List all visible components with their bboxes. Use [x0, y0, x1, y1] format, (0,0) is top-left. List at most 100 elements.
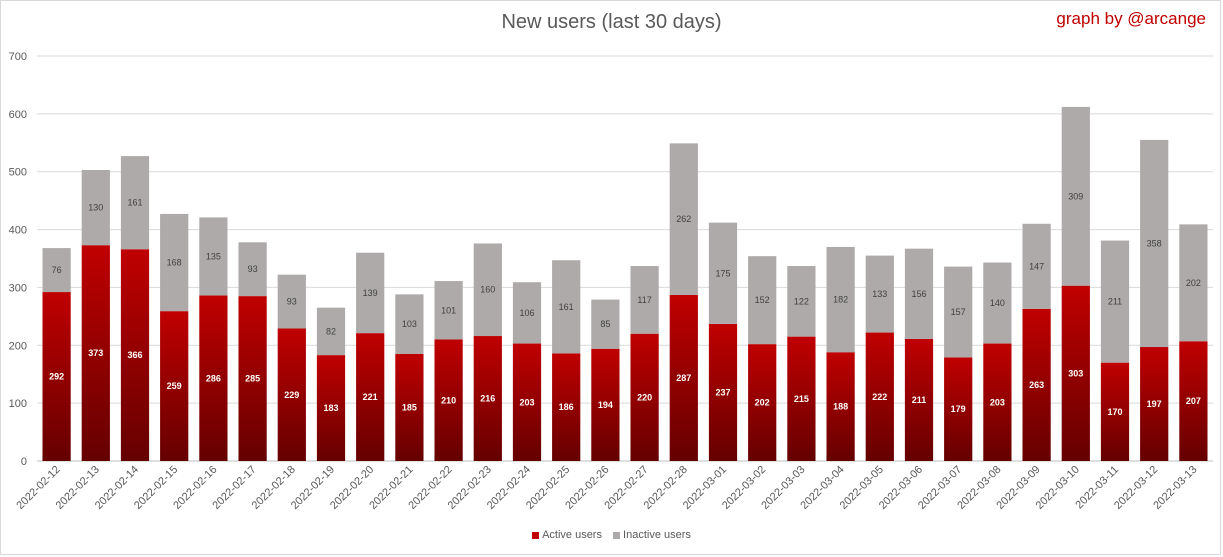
y-tick-label: 500 — [9, 167, 27, 179]
data-label-active: 263 — [1029, 380, 1044, 390]
data-label-active: 183 — [323, 403, 338, 413]
bar-active — [42, 292, 71, 461]
bar-inactive — [904, 248, 934, 339]
bar-inactive — [1179, 224, 1208, 342]
data-label-inactive: 157 — [951, 307, 966, 317]
data-label-inactive: 161 — [127, 198, 142, 208]
bar-active — [944, 357, 973, 461]
data-label-active: 303 — [1068, 368, 1083, 378]
bar-active — [1100, 362, 1130, 461]
bar-inactive — [944, 266, 973, 358]
bar-inactive — [120, 156, 150, 250]
data-label-inactive: 358 — [1147, 238, 1162, 248]
bar-active — [826, 352, 855, 461]
bar-inactive — [277, 274, 306, 329]
data-label-inactive: 133 — [872, 289, 887, 299]
y-tick-label: 200 — [9, 340, 27, 352]
legend-label-inactive: Inactive users — [623, 529, 691, 541]
bar-active — [630, 333, 659, 461]
y-tick-label: 0 — [21, 456, 27, 468]
bar-inactive — [826, 246, 855, 353]
data-label-inactive: 106 — [519, 308, 534, 318]
data-label-inactive: 140 — [990, 298, 1005, 308]
data-label-active: 203 — [990, 397, 1005, 407]
bar-active — [1140, 347, 1169, 461]
legend-swatch-inactive — [613, 531, 621, 539]
legend: Active users Inactive users — [0, 529, 1223, 542]
data-label-inactive: 93 — [248, 264, 258, 274]
bar-inactive — [591, 299, 620, 349]
bar-inactive — [1140, 139, 1169, 348]
data-label-inactive: 130 — [88, 203, 103, 213]
bar-inactive — [1022, 223, 1051, 309]
bar-active — [552, 353, 581, 461]
bar-active — [708, 323, 738, 461]
data-label-inactive: 122 — [794, 296, 809, 306]
bar-inactive — [630, 266, 659, 334]
bar-active — [1022, 308, 1051, 461]
data-label-active: 286 — [206, 373, 221, 383]
legend-label-active: Active users — [542, 529, 602, 541]
bar-inactive — [356, 252, 385, 334]
data-label-inactive: 76 — [52, 265, 62, 275]
data-label-active: 170 — [1107, 407, 1122, 417]
y-tick-label: 100 — [9, 398, 27, 410]
data-label-inactive: 93 — [287, 297, 297, 307]
bar-inactive — [1100, 240, 1130, 363]
chart-credit: graph by @arcange — [1056, 9, 1206, 28]
data-label-active: 221 — [363, 392, 378, 402]
data-label-active: 259 — [167, 381, 182, 391]
y-tick-label: 700 — [9, 51, 27, 63]
bar-active — [238, 296, 267, 461]
data-label-active: 237 — [715, 387, 730, 397]
bar-active — [395, 353, 424, 461]
bar-active — [81, 245, 110, 461]
bar-inactive — [865, 255, 894, 333]
legend-swatch-active — [532, 531, 540, 539]
bar-active — [199, 295, 228, 461]
data-label-inactive: 211 — [1108, 297, 1122, 307]
bar-active — [434, 339, 463, 461]
bar-active — [316, 355, 346, 461]
data-label-inactive: 152 — [755, 295, 770, 305]
bar-inactive — [983, 262, 1012, 344]
y-tick-label: 300 — [9, 282, 27, 294]
data-label-active: 285 — [245, 374, 260, 384]
bar-active — [983, 343, 1012, 461]
data-label-inactive: 85 — [600, 319, 610, 329]
data-label-inactive: 147 — [1029, 261, 1044, 271]
y-tick-label: 600 — [9, 109, 27, 121]
data-label-active: 179 — [951, 404, 966, 414]
data-label-inactive: 182 — [833, 295, 848, 305]
bar-inactive — [512, 282, 542, 344]
data-label-inactive: 117 — [637, 295, 651, 305]
data-label-active: 215 — [794, 394, 809, 404]
data-label-active: 202 — [755, 398, 770, 408]
bar-inactive — [81, 169, 110, 246]
bar-active — [512, 343, 542, 461]
data-label-active: 373 — [88, 348, 103, 358]
bar-active — [748, 344, 777, 461]
data-label-inactive: 309 — [1068, 191, 1083, 201]
data-label-inactive: 139 — [363, 288, 378, 298]
bar-active — [904, 338, 934, 461]
bar-inactive — [160, 213, 189, 312]
bar-inactive — [42, 248, 71, 293]
bar-inactive — [552, 260, 581, 354]
bar-inactive — [473, 243, 502, 337]
data-label-inactive: 262 — [676, 214, 691, 224]
legend-item-active: Active users — [532, 529, 602, 541]
data-label-active: 229 — [284, 390, 299, 400]
bar-inactive — [199, 217, 228, 296]
bar-active — [120, 249, 150, 461]
data-label-active: 197 — [1147, 399, 1162, 409]
bar-inactive — [708, 222, 738, 324]
bar-active — [277, 328, 306, 461]
data-label-active: 185 — [402, 402, 417, 412]
data-label-active: 207 — [1186, 396, 1201, 406]
bar-active — [865, 332, 894, 461]
bar-active — [473, 336, 502, 461]
legend-item-inactive: Inactive users — [613, 529, 691, 541]
data-label-active: 366 — [127, 350, 142, 360]
